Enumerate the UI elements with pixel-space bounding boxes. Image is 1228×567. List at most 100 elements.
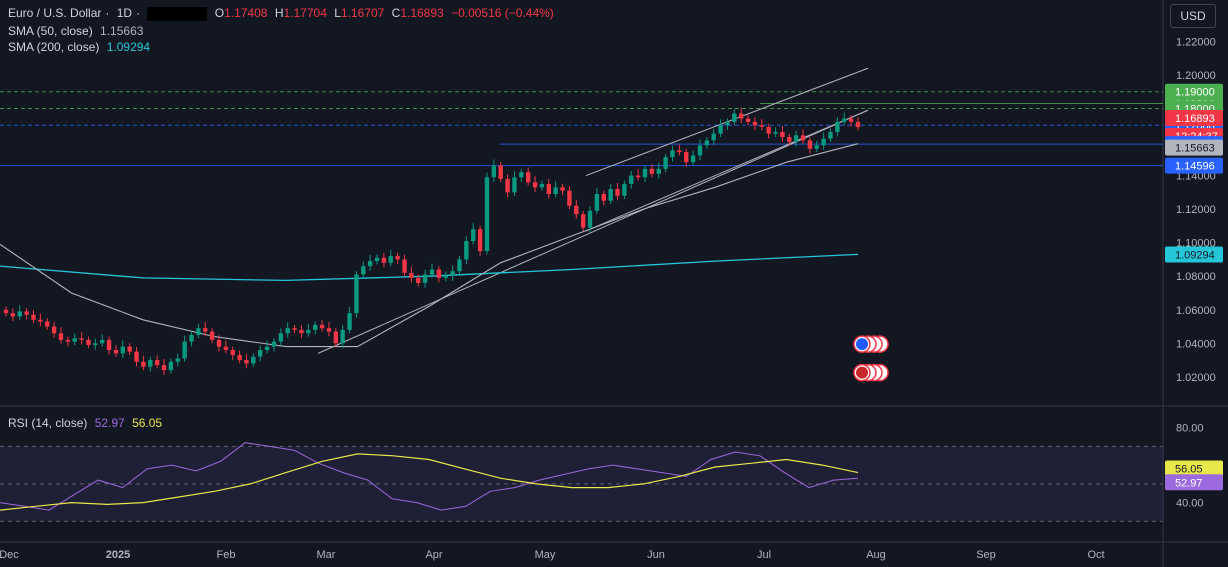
sma200-legend-value: 1.09294 — [106, 40, 151, 54]
candle-body — [718, 125, 723, 134]
candle-body — [766, 126, 771, 134]
candle-body — [519, 172, 524, 178]
candle-body — [842, 118, 847, 122]
sma200-legend[interactable]: SMA (200, close) 1.09294 — [8, 40, 154, 54]
candle-body — [759, 125, 765, 127]
candle-body — [326, 328, 332, 332]
price-tick-label: 1.06000 — [1176, 305, 1216, 317]
candle-body — [498, 165, 503, 179]
candle-body — [278, 333, 284, 342]
time-label: May — [535, 549, 556, 561]
close-value: 1.16893 — [400, 6, 444, 20]
candle-body — [773, 131, 778, 134]
candle-body — [72, 338, 77, 342]
symbol-title: Euro / U.S. Dollar — [8, 6, 102, 20]
candle-body — [738, 113, 744, 119]
candle-body — [99, 339, 105, 344]
candle-body — [10, 313, 16, 317]
candle-body — [203, 328, 208, 332]
us-flag-icon[interactable] — [856, 366, 868, 379]
price-tick-label: 1.22000 — [1176, 36, 1216, 48]
candle-body — [835, 121, 840, 132]
rsi-legend-label: RSI (14, close) — [8, 416, 88, 430]
candle-body — [395, 256, 400, 260]
candle-body — [471, 229, 476, 241]
rsi-legend[interactable]: RSI (14, close) 52.97 56.05 — [8, 416, 166, 430]
low-label: L — [334, 6, 341, 20]
candle-body — [436, 269, 442, 278]
candle-body — [539, 183, 545, 188]
candle-body — [587, 210, 593, 228]
candle-body — [223, 346, 229, 351]
candle-body — [505, 178, 510, 193]
candle-body — [848, 118, 854, 122]
candle-body — [340, 329, 345, 344]
price-tick-label: 1.20000 — [1176, 70, 1216, 82]
candle-body — [361, 266, 366, 275]
candle-body — [457, 259, 462, 272]
candle-body — [216, 339, 222, 347]
time-axis[interactable]: Dec 2025 Feb Mar Apr May Jun Jul Aug Sep Oct — [0, 549, 1105, 561]
candle-body — [292, 328, 297, 330]
rsi-band — [0, 446, 1163, 522]
time-label: Jul — [757, 549, 771, 561]
high-label: H — [274, 6, 284, 20]
time-label: Mar — [317, 549, 336, 561]
interval-label[interactable]: 1D — [116, 6, 133, 20]
rsi-legend-value: 52.97 — [94, 416, 125, 430]
time-label: Jun — [647, 549, 665, 561]
eu-flag-icon[interactable] — [856, 338, 868, 351]
candle-body — [306, 329, 311, 334]
sma50-legend-value: 1.15663 — [100, 24, 144, 38]
price-axis[interactable]: 1.220001.200001.180001.160001.140001.120… — [1165, 36, 1223, 510]
symbol-header: Euro / U.S. Dollar · 1D · O1.17408 H1.1770… — [8, 6, 554, 21]
candle-body — [787, 136, 792, 143]
candle-body — [264, 346, 270, 351]
price-tick-label: 1.12000 — [1176, 204, 1216, 216]
candle-body — [388, 256, 393, 263]
horizontal-levels — [0, 91, 1163, 167]
trendline — [317, 109, 869, 354]
candle-body — [312, 324, 318, 330]
candle-body — [697, 145, 703, 156]
candle-body — [86, 339, 91, 345]
candle-body — [622, 183, 627, 196]
candle-body — [745, 118, 751, 122]
rsi-tag-label: 52.97 — [1175, 477, 1203, 489]
candle-body — [175, 358, 180, 362]
candle-body — [711, 133, 716, 141]
time-label: Oct — [1087, 549, 1104, 561]
sma50-legend[interactable]: SMA (50, close) 1.15663 — [8, 24, 147, 38]
sma200-line — [0, 253, 859, 282]
candle-body — [141, 361, 146, 367]
rsi-tag-label: 56.05 — [1175, 464, 1203, 476]
candle-body — [828, 131, 833, 139]
time-label: Feb — [217, 549, 236, 561]
candle-body — [271, 341, 277, 347]
candle-body — [649, 168, 655, 174]
candle-body — [106, 339, 112, 351]
candle-body — [677, 150, 682, 153]
candle-body — [333, 331, 339, 344]
time-label: Apr — [425, 549, 442, 561]
low-value: 1.16707 — [340, 6, 385, 20]
candle-body — [79, 338, 84, 340]
candle-body — [450, 271, 455, 277]
candle-body — [642, 168, 648, 178]
candle-body — [574, 205, 579, 215]
candle-body — [484, 177, 490, 252]
open-label: O — [214, 6, 225, 20]
candle-body — [31, 314, 36, 320]
candle-body — [347, 313, 352, 330]
candle-body — [512, 177, 517, 193]
candle-body — [354, 274, 359, 314]
sma50-legend-label: SMA (50, close) — [8, 24, 93, 38]
rsi-tick-label: 80.00 — [1176, 423, 1204, 435]
candle-body — [793, 135, 799, 143]
currency-button[interactable]: USD — [1170, 4, 1216, 28]
event-markers[interactable] — [853, 335, 889, 382]
candle-body — [814, 145, 819, 149]
candle-body — [367, 261, 373, 267]
